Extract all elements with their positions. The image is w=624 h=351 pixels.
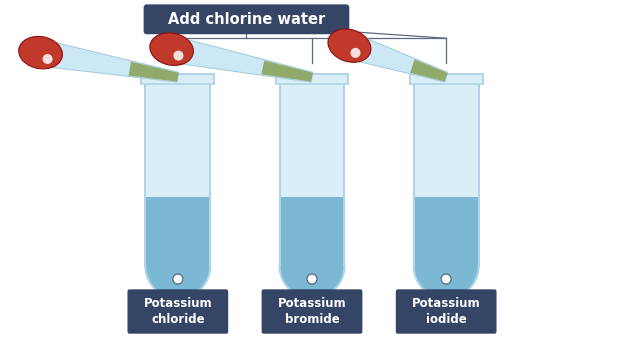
Ellipse shape bbox=[19, 37, 62, 69]
FancyBboxPatch shape bbox=[261, 289, 363, 334]
Polygon shape bbox=[410, 59, 447, 81]
Text: Add chlorine water: Add chlorine water bbox=[168, 12, 325, 27]
Circle shape bbox=[307, 274, 317, 284]
FancyBboxPatch shape bbox=[144, 4, 349, 34]
Polygon shape bbox=[129, 62, 178, 82]
Polygon shape bbox=[145, 266, 210, 298]
Polygon shape bbox=[280, 266, 344, 298]
Polygon shape bbox=[261, 60, 313, 82]
Bar bbox=[145, 84, 210, 197]
Circle shape bbox=[441, 274, 451, 284]
FancyBboxPatch shape bbox=[396, 289, 497, 334]
Bar bbox=[280, 84, 344, 197]
Bar bbox=[414, 84, 479, 197]
Ellipse shape bbox=[328, 29, 371, 62]
Circle shape bbox=[173, 274, 183, 284]
Text: Potassium
bromide: Potassium bromide bbox=[278, 297, 346, 326]
FancyBboxPatch shape bbox=[127, 289, 228, 334]
Polygon shape bbox=[350, 35, 447, 82]
Circle shape bbox=[351, 48, 361, 58]
Bar bbox=[280, 197, 344, 266]
Bar bbox=[414, 197, 479, 266]
Bar bbox=[142, 74, 214, 84]
Circle shape bbox=[173, 51, 183, 61]
Polygon shape bbox=[414, 266, 479, 298]
Text: Potassium
chloride: Potassium chloride bbox=[144, 297, 212, 326]
Bar bbox=[145, 197, 210, 266]
Ellipse shape bbox=[150, 33, 193, 65]
Circle shape bbox=[42, 54, 52, 64]
Polygon shape bbox=[43, 41, 178, 82]
Bar bbox=[410, 74, 482, 84]
Bar bbox=[276, 74, 348, 84]
Text: Potassium
iodide: Potassium iodide bbox=[412, 297, 480, 326]
Polygon shape bbox=[174, 37, 313, 82]
